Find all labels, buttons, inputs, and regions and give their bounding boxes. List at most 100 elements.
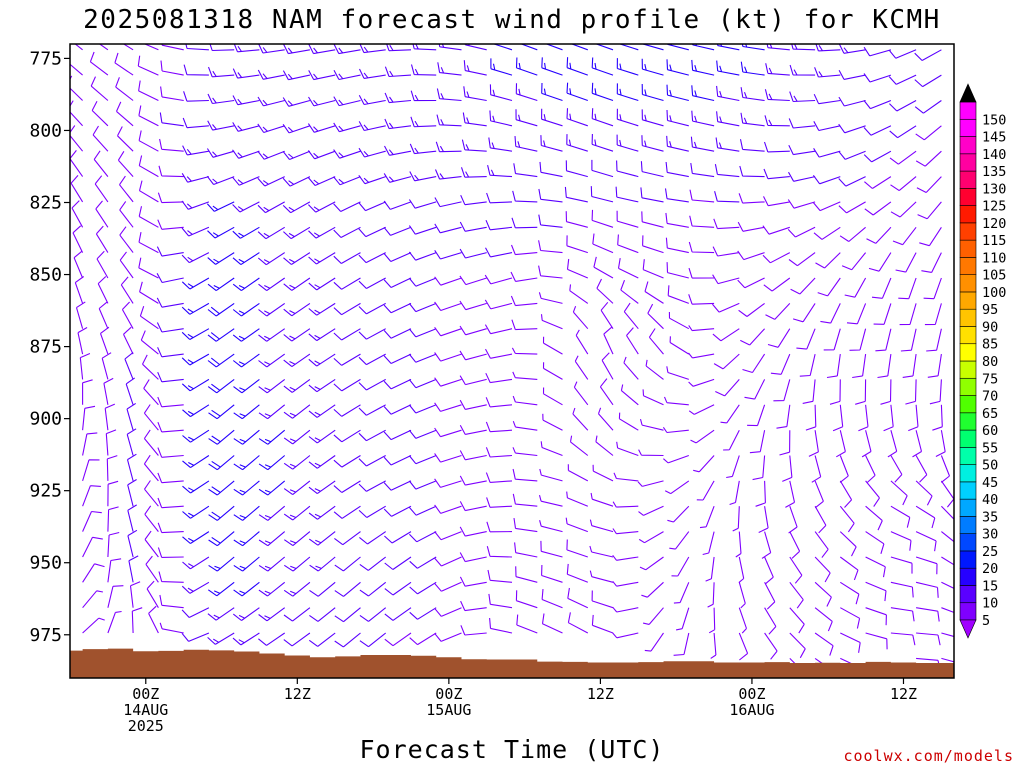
wind-barb (591, 209, 614, 228)
wind-barb (95, 225, 109, 253)
colorbar-label: 10 (982, 596, 998, 612)
wind-barb (232, 632, 260, 646)
wind-barb (693, 455, 715, 473)
wind-barb (716, 44, 740, 51)
wind-barb (935, 430, 946, 457)
wind-barb (663, 396, 689, 406)
wind-barb (408, 199, 437, 209)
x-tick-label: 12Z (284, 685, 311, 703)
wind-barb (131, 607, 143, 634)
wind-barb (642, 389, 664, 406)
wind-barb (541, 82, 563, 102)
wind-barb (283, 455, 311, 470)
wind-barb (764, 607, 777, 635)
wind-barb (283, 607, 311, 622)
wind-barb (358, 277, 386, 289)
wind-barb (849, 328, 867, 351)
wind-barb (591, 590, 614, 609)
wind-barb (542, 362, 563, 380)
wind-barb (638, 449, 664, 457)
wind-barb (915, 556, 938, 575)
wind-barb (626, 327, 639, 355)
wind-barb (789, 531, 801, 559)
wind-barb (895, 252, 917, 273)
wind-barb (516, 614, 538, 634)
wind-barb (358, 302, 386, 315)
wind-barb (82, 459, 100, 482)
wind-barb (898, 277, 917, 300)
wind-barb (705, 556, 715, 582)
wind-barb (283, 556, 311, 572)
wind-barb (642, 44, 664, 51)
wind-barb (384, 66, 412, 78)
y-tick-label: 900 (29, 409, 62, 430)
wind-barb (308, 429, 336, 444)
wind-barb (72, 225, 84, 253)
colorbar-label: 85 (982, 337, 998, 353)
wind-barb (358, 353, 386, 366)
wind-barb (160, 86, 184, 102)
wind-barb (358, 252, 386, 264)
wind-barb (538, 265, 563, 279)
wind-barb (723, 429, 740, 451)
wind-barb (712, 274, 740, 285)
wind-barb (689, 189, 715, 203)
wind-barb (817, 277, 841, 297)
wind-barb (408, 302, 437, 313)
wind-barb (144, 480, 159, 507)
wind-barb (70, 51, 83, 76)
wind-barb (890, 531, 912, 551)
wind-barb (673, 582, 690, 604)
wind-barb (662, 426, 689, 434)
wind-barb (485, 219, 513, 231)
wind-barb (565, 517, 588, 533)
wind-barb (409, 143, 437, 155)
y-tick-label: 950 (29, 553, 62, 574)
wind-barb (233, 378, 260, 394)
wind-barb (616, 441, 639, 457)
wind-barb (333, 226, 361, 238)
wind-barb (157, 497, 184, 509)
wind-barb (257, 150, 285, 160)
wind-barb (107, 610, 122, 634)
wind-barb (788, 118, 816, 129)
wind-barb (157, 192, 184, 204)
wind-barb (333, 122, 361, 133)
wind-barb (688, 294, 715, 305)
wind-barb (790, 277, 816, 295)
wind-barb (137, 55, 159, 76)
wind-barb (182, 404, 210, 418)
wind-barb (383, 200, 412, 210)
wind-barb (732, 506, 740, 532)
wind-barb (77, 327, 88, 355)
wind-barb (309, 607, 336, 622)
wind-barb (716, 85, 740, 102)
wind-barb (308, 480, 336, 495)
wind-barb (789, 64, 816, 76)
wind-barb (258, 328, 286, 342)
wind-barb (902, 354, 917, 378)
colorbar-label: 45 (982, 475, 998, 491)
wind-barb (613, 472, 639, 482)
wind-barb (900, 328, 917, 352)
wind-barb (566, 134, 588, 152)
wind-barb (915, 455, 928, 483)
wind-barb (921, 252, 942, 273)
x-tick-label: 00Z (132, 685, 159, 703)
wind-barb (813, 121, 841, 132)
wind-barb (283, 480, 311, 496)
wind-barb (408, 353, 437, 363)
colorbar-label: 150 (982, 112, 1006, 128)
wind-barb (333, 201, 361, 212)
wind-barb (409, 556, 437, 569)
wind-barb (99, 326, 110, 355)
wind-barb (358, 94, 386, 106)
y-tick-label: 925 (29, 481, 62, 502)
wind-barb (104, 403, 116, 431)
colorbar-label: 25 (982, 544, 998, 560)
wind-barb (435, 141, 462, 153)
colorbar-swatch (959, 291, 977, 310)
wind-barb (463, 60, 487, 76)
wind-barb (940, 480, 954, 508)
x-tick-label: 00Z (435, 685, 462, 703)
